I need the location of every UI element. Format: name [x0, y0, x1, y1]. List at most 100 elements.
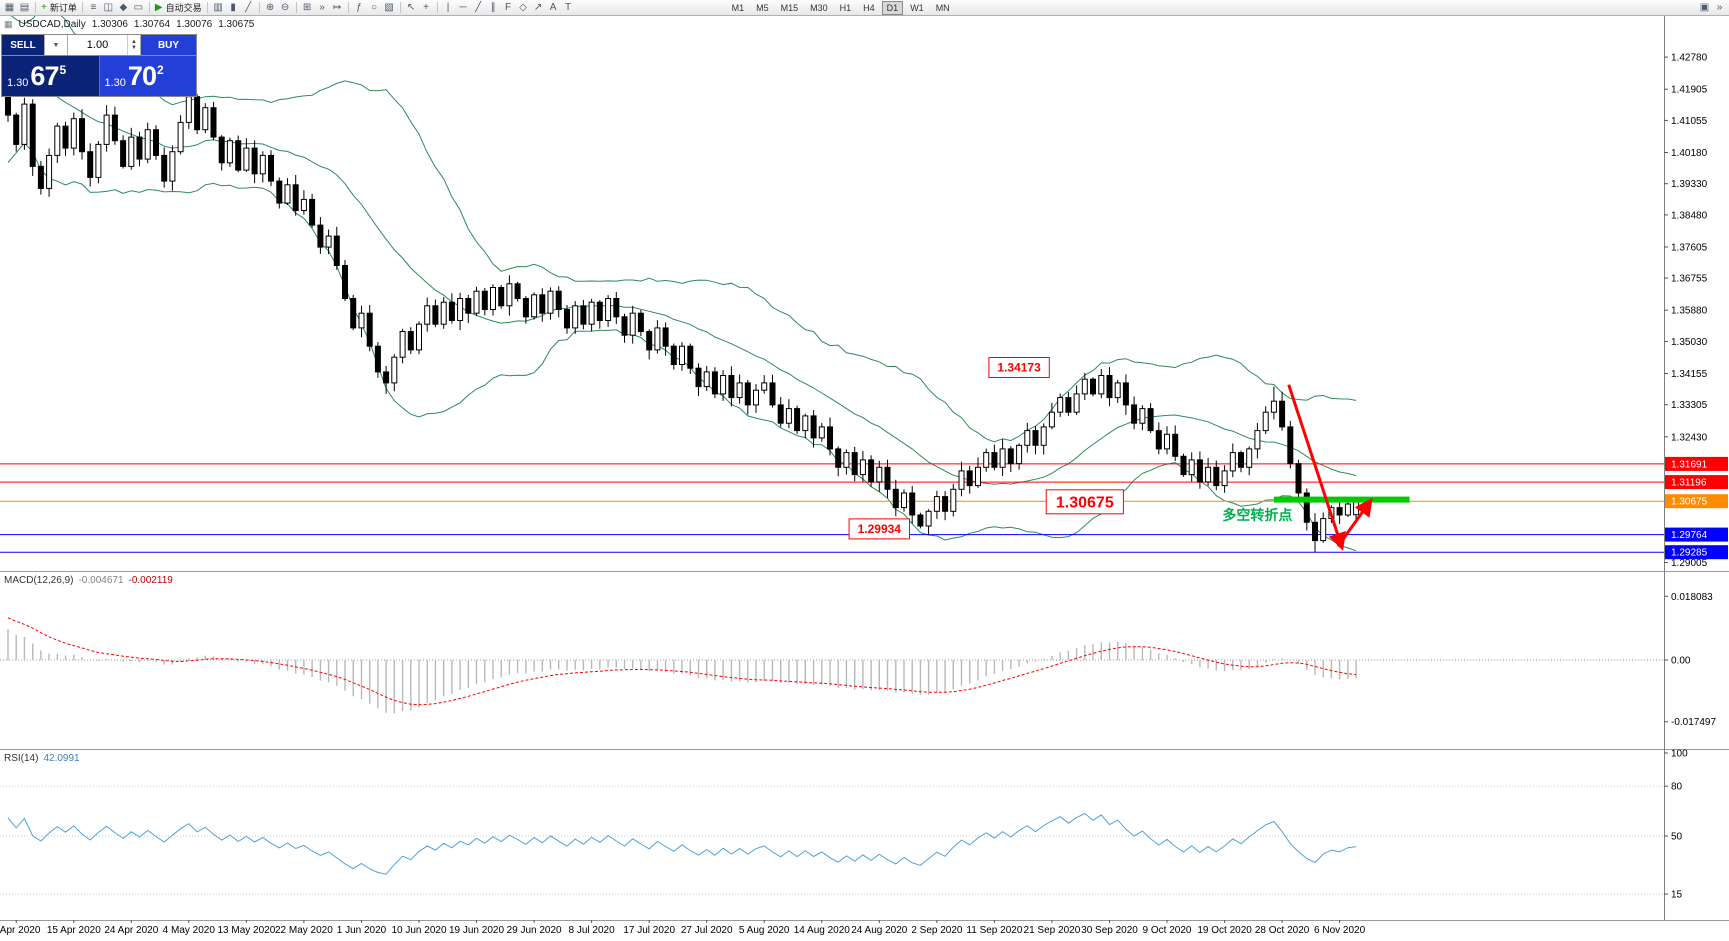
profiles-icon[interactable]: ▤ [17, 1, 32, 15]
annotation-box[interactable] [1045, 489, 1124, 515]
bar-chart-icon[interactable]: ▥ [211, 1, 226, 15]
chart-window-icon[interactable]: ▣ [1697, 1, 1712, 15]
sell-price-point: 5 [59, 63, 67, 77]
line-chart-icon[interactable]: ╱ [241, 1, 256, 15]
toolbar-separator [436, 2, 438, 13]
price-level-badge [1665, 545, 1728, 560]
timeframe-w1[interactable]: W1 [910, 2, 924, 13]
macd-signal-line [7, 617, 1357, 706]
trendline-icon[interactable]: ╱ [471, 1, 486, 15]
rsi-tick-label: 80 [1671, 782, 1683, 793]
price-tick-label: 1.41905 [1671, 85, 1708, 96]
zoom-in-icon[interactable]: ⊕ [263, 1, 278, 15]
timeframe-m15[interactable]: M15 [780, 2, 799, 13]
toolbar-separator [399, 2, 401, 13]
tile-windows-icon[interactable]: ⊞ [300, 1, 315, 15]
buy-button[interactable]: BUY [140, 35, 196, 55]
chart-info: ▦ USDCAD,Daily 1.30306 1.30764 1.30076 1… [4, 19, 254, 30]
arrows-icon[interactable]: ↗ [531, 1, 546, 15]
candlesticks [5, 83, 1360, 553]
buy-price-point: 2 [156, 63, 164, 77]
macd-tick-label: -0.017497 [1671, 717, 1716, 728]
indicators-icon[interactable]: ƒ [352, 1, 367, 15]
toolbar-separator [148, 2, 150, 13]
price-tick-label: 1.35030 [1671, 337, 1708, 348]
step-down-icon[interactable]: ▼ [131, 45, 137, 51]
cursor-icon[interactable]: ↖ [404, 1, 419, 15]
order-mode-dropdown[interactable]: ▼ [44, 35, 68, 55]
market-watch-icon[interactable]: ≡ [86, 1, 101, 15]
sell-price-display[interactable]: 1.30 67 5 [2, 56, 100, 96]
timeframe-d1[interactable]: D1 [881, 0, 904, 15]
timeframe-m5[interactable]: M5 [756, 2, 769, 13]
volume-input[interactable]: 1.00 ▲ ▼ [68, 35, 140, 55]
text-icon[interactable]: A [546, 1, 561, 15]
chart-shift-icon[interactable]: ↦ [330, 1, 345, 15]
toolbar-separator [295, 2, 297, 13]
price-tick-label: 1.35880 [1671, 306, 1708, 317]
macd-name: MACD(12,26,9) [4, 575, 74, 586]
auto-scroll-icon[interactable]: » [315, 1, 330, 15]
templates-icon[interactable]: ▧ [382, 1, 397, 15]
annotation-box[interactable] [848, 518, 910, 540]
price-tick-label: 1.39330 [1671, 179, 1708, 190]
toolbar-separator [258, 2, 260, 13]
buy-price-display[interactable]: 1.30 70 2 [99, 56, 196, 96]
more-tools-icon[interactable]: » [1712, 1, 1727, 15]
periods-icon[interactable]: ○ [367, 1, 382, 15]
data-window-icon[interactable]: ◫ [101, 1, 116, 15]
date-tick-label: 19 Jun 2020 [449, 925, 504, 936]
date-tick-label: 15 Apr 2020 [47, 925, 101, 936]
timeframe-mn[interactable]: MN [935, 2, 950, 13]
new-chart-icon[interactable]: ▦ [2, 1, 17, 15]
text-label-icon[interactable]: T [561, 1, 576, 15]
step-up-icon[interactable]: ▲ [131, 39, 137, 45]
annotation-box[interactable] [988, 357, 1050, 378]
volume-value: 1.00 [86, 39, 109, 51]
date-tick-label: 11 Sep 2020 [966, 925, 1022, 936]
sell-button[interactable]: SELL [2, 35, 44, 55]
price-tick-label: 1.40180 [1671, 148, 1708, 159]
vertical-line-icon[interactable]: | [441, 1, 456, 15]
channel-icon[interactable]: ∥ [486, 1, 501, 15]
price-tick-label: 1.29005 [1671, 558, 1708, 569]
crosshair-icon[interactable]: + [419, 1, 434, 15]
candlestick-chart-icon[interactable]: ▮ [226, 1, 241, 15]
date-tick-label: 24 Aug 2020 [851, 925, 908, 936]
date-tick-label: 28 Oct 2020 [1255, 925, 1310, 936]
timeframe-h4[interactable]: H4 [863, 2, 875, 13]
shapes-icon[interactable]: ◇ [516, 1, 531, 15]
symbol-timeframe: USDCAD,Daily [18, 19, 86, 30]
price-tick-label: 1.34155 [1671, 369, 1708, 380]
macd-value: -0.004671 [78, 575, 124, 586]
price-level-badge [1665, 456, 1728, 471]
horizontal-line-icon[interactable]: ─ [456, 1, 471, 15]
bollinger-upper [7, 7, 1357, 443]
support-zone-line[interactable] [1273, 496, 1410, 503]
navigator-icon[interactable]: ◆ [116, 1, 131, 15]
timeframe-h1[interactable]: H1 [839, 2, 852, 13]
price-axis[interactable]: 1.42780 1.41905 1.41055 1.40180 1.39330 1.384… [1664, 53, 1728, 569]
trend-arrow-up[interactable] [1336, 497, 1373, 548]
timeframe-m30[interactable]: M30 [810, 2, 828, 13]
fibonacci-icon[interactable]: F [501, 1, 516, 15]
annotation-text: 1.29934 [858, 522, 902, 536]
annotation-note[interactable]: 多空转折点 [1222, 507, 1292, 523]
high-value: 1.30764 [133, 19, 171, 30]
trend-arrow-down[interactable] [1287, 384, 1346, 551]
price-level-badge-text: 1.29764 [1671, 530, 1708, 541]
price-tick-label: 1.36755 [1671, 274, 1708, 285]
volume-stepper[interactable]: ▲ ▼ [127, 35, 140, 55]
date-tick-label: 27 Jul 2020 [681, 925, 733, 936]
new-order-button[interactable]: + 新订单 [41, 1, 77, 14]
date-tick-label: 4 May 2020 [163, 925, 216, 936]
autotrading-button[interactable]: ▶ 自动交易 [154, 1, 202, 14]
zoom-out-icon[interactable]: ⊖ [278, 1, 293, 15]
terminal-icon[interactable]: ▭ [131, 1, 146, 15]
date-tick-label: 5 Aug 2020 [739, 925, 790, 936]
sell-price-base: 1.30 [7, 77, 29, 89]
close-value: 1.30675 [218, 19, 255, 30]
timeframe-m1[interactable]: M1 [731, 2, 745, 13]
